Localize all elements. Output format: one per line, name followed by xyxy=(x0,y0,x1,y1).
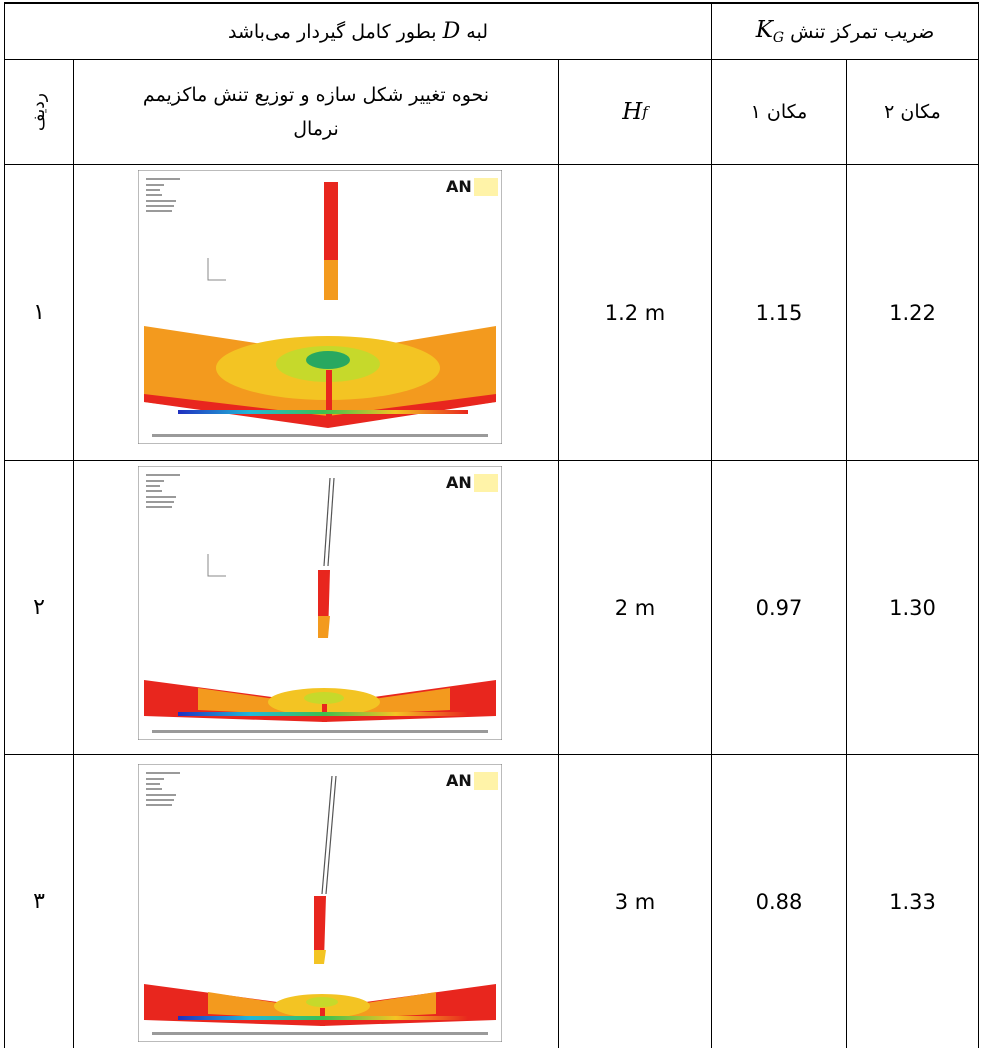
col-header-loc1: مکان ۱ xyxy=(712,60,846,164)
stress-contour-figure: AN xyxy=(138,466,502,740)
kg-symbol-subscript: G xyxy=(772,29,785,46)
table-border-right xyxy=(978,2,979,1048)
hf-value-label: 3 m xyxy=(614,889,656,914)
loc2-value: 1.22 xyxy=(847,165,978,460)
table-rule xyxy=(846,59,847,1048)
row-number-label: ۱ xyxy=(33,300,45,325)
col-header-loc1-label: مکان ۱ xyxy=(750,101,808,123)
row-number-label: ۲ xyxy=(33,595,45,620)
table-border-left xyxy=(4,2,5,1048)
loc1-value-label: 0.97 xyxy=(755,595,803,620)
loc2-value-label: 1.30 xyxy=(889,595,936,620)
loc2-value: 1.33 xyxy=(847,755,978,1048)
kg-header-label: ضریب تمرکز تنش xyxy=(790,20,935,43)
edge-condition-header: لبه D بطور کامل گیردار می‌باشد xyxy=(5,4,711,59)
table-row-number: ۳ xyxy=(5,755,73,1048)
edge-condition-suffix: بطور کامل گیردار می‌باشد xyxy=(228,20,437,43)
figure-logo-text: AN xyxy=(446,473,472,492)
loc1-value: 1.15 xyxy=(712,165,846,460)
stress-contour-figure: AN xyxy=(138,764,502,1042)
table-row-number: ۲ xyxy=(5,461,73,754)
loc2-value-label: 1.22 xyxy=(889,300,936,325)
hf-symbol-subscript: f xyxy=(642,103,648,121)
col-header-loc2: مکان ۲ xyxy=(847,60,978,164)
hf-value-label: 2 m xyxy=(614,595,656,620)
hf-value-label: 1.2 m xyxy=(604,300,666,325)
loc1-value-label: 0.88 xyxy=(755,889,803,914)
stress-contour-figure: AN xyxy=(138,170,502,444)
loc2-value-label: 1.33 xyxy=(889,889,936,914)
col-header-deformation-label: نحوه تغییر شکل سازه و توزیع تنش ماکزیمم … xyxy=(142,84,490,140)
table-rule xyxy=(73,59,74,1048)
hf-symbol-letter: H xyxy=(622,99,643,125)
table-border-top xyxy=(4,2,979,4)
hf-value: 1.2 m xyxy=(559,165,711,460)
table-rule xyxy=(558,59,559,1048)
figure-logo-text: AN xyxy=(446,177,472,196)
hf-value: 2 m xyxy=(559,461,711,754)
kg-header: ضریب تمرکز تنش KG xyxy=(712,4,978,59)
table-row-number: ۱ xyxy=(5,165,73,460)
loc1-value: 0.88 xyxy=(712,755,846,1048)
loc1-value-label: 1.15 xyxy=(755,300,803,325)
table-rule xyxy=(4,754,979,755)
col-header-deformation: نحوه تغییر شکل سازه و توزیع تنش ماکزیمم … xyxy=(74,60,558,164)
col-header-row-label: ردیف xyxy=(29,92,49,132)
table-rule xyxy=(4,164,979,165)
stress-contour-plot: AN xyxy=(138,764,502,1042)
kg-symbol-letter: K xyxy=(755,17,773,44)
table-rule xyxy=(4,460,979,461)
figure-logo-text: AN xyxy=(446,771,472,790)
stress-contour-plot: AN xyxy=(138,170,502,444)
stress-contour-plot: AN xyxy=(138,466,502,740)
col-header-row: ردیف xyxy=(5,60,73,164)
table-rule xyxy=(4,59,979,60)
table-rule xyxy=(711,2,712,1048)
hf-value: 3 m xyxy=(559,755,711,1048)
col-header-loc2-label: مکان ۲ xyxy=(884,101,941,123)
kg-symbol: KG xyxy=(756,17,784,46)
loc2-value: 1.30 xyxy=(847,461,978,754)
edge-condition-prefix: لبه xyxy=(466,20,488,43)
row-number-label: ۳ xyxy=(33,889,45,914)
edge-condition-variable: D xyxy=(442,19,461,44)
loc1-value: 0.97 xyxy=(712,461,846,754)
